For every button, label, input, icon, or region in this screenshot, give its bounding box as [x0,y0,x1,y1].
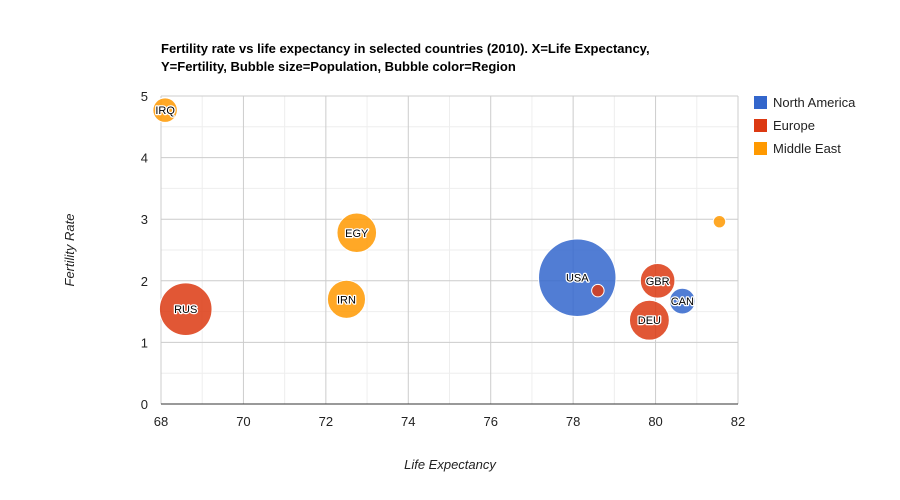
legend-label-middle-east: Middle East [773,141,841,156]
x-tick-label: 76 [483,414,497,429]
bubble-label-rus: RUS [174,304,197,316]
bubble-label-deu: DEU [638,315,661,327]
bubble-gbr [639,262,676,299]
bubble-label-egy: EGY [345,228,369,240]
bubble-deu [628,299,670,341]
bubble-label-gbr: GBR [646,276,670,288]
legend-swatch-middle-east [754,142,767,155]
bubble-label-usa: USA [566,273,589,285]
legend-label-north-america: North America [773,95,856,110]
y-tick-label: 2 [141,274,148,289]
bubble-egy [336,212,378,254]
x-tick-label: 70 [236,414,250,429]
y-tick-label: 1 [141,335,148,350]
legend-label-europe: Europe [773,118,815,133]
x-axis-title: Life Expectancy [404,457,497,472]
x-axis-ticks: 68 70 72 74 76 78 80 82 [154,414,745,429]
x-tick-label: 82 [731,414,745,429]
gridlines [160,95,739,405]
y-axis-ticks: 0 1 2 3 4 5 [141,89,148,412]
chart-title-line-2: Y=Fertility, Bubble size=Population, Bub… [161,59,516,74]
bubble-irq [152,97,178,123]
x-tick-label: 68 [154,414,168,429]
bubble-irn [326,279,367,319]
y-tick-label: 5 [141,89,148,104]
bubble-label-can: CAN [671,296,694,308]
bubble-label-irn: IRN [337,294,356,306]
x-tick-label: 80 [648,414,662,429]
bubble-unlabeled [712,214,727,229]
x-tick-label: 78 [566,414,580,429]
bubble-rus [158,282,213,336]
y-tick-label: 3 [141,212,148,227]
x-tick-label: 74 [401,414,415,429]
x-tick-label: 72 [319,414,333,429]
bubble-can [669,287,696,315]
bubble-label-irq: IRQ [155,105,175,117]
legend-swatch-europe [754,119,767,132]
legend-swatch-north-america [754,96,767,109]
bubble-unlabeled [591,283,605,298]
chart-title-line-1: Fertility rate vs life expectancy in sel… [161,41,650,56]
y-axis-title: Fertility Rate [62,214,77,287]
y-tick-label: 0 [141,397,148,412]
bubbles [152,97,727,341]
legend: North America Europe Middle East [754,95,856,156]
y-tick-label: 4 [141,151,148,166]
